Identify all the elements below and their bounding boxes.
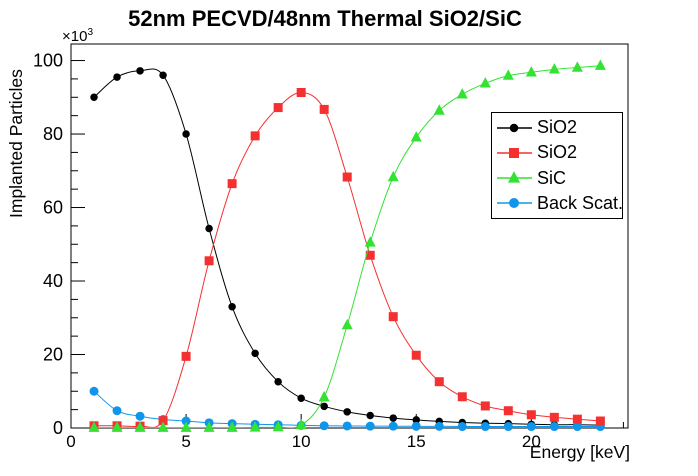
legend-marker-green-triangle-icon [497,171,532,183]
y-axis-multiplier-base: ×10 [62,28,88,45]
y-tick-label: 0 [53,418,63,438]
legend-item-sio2-red: SiO2 [492,141,622,165]
legend-marker-blue-circle-icon [497,198,532,209]
legend-label: SiO2 [537,142,578,163]
y-tick-label: 100 [33,51,63,71]
y-axis-multiplier: ×103 [62,27,93,45]
legend-label: Back Scat. [537,192,624,213]
x-tick-label: 0 [66,432,75,451]
legend-item-sio2-black: SiO2 [492,116,622,140]
legend-item-sic-green: SiC [492,166,622,190]
legend-marker-red-square-icon [497,147,532,158]
y-axis: 0 20 40 60 80 100 [33,51,85,438]
y-tick-label: 20 [43,345,63,365]
x-tick-label: 5 [181,432,190,451]
series-sic-2 [88,59,606,432]
legend-marker-black-circle-icon [497,123,532,132]
legend-label: SiC [537,167,567,188]
legend-label: SiO2 [537,117,578,138]
x-axis: 0 5 10 15 20 [66,414,624,451]
x-axis-title: Energy [keV] [529,442,630,462]
y-tick-label: 60 [43,198,63,218]
legend-item-backscat-blue: Back Scat. [492,191,624,215]
plot-title: 52nm PECVD/48nm Thermal SiO2/SiC [128,6,522,31]
x-tick-label: 20 [522,432,541,451]
y-tick-label: 40 [43,271,63,291]
x-tick-label: 15 [407,432,426,451]
y-tick-label: 80 [43,124,63,144]
plot-frame [70,43,629,429]
y-axis-multiplier-exponent: 3 [87,27,94,38]
legend-box: SiO2 SiO2 SiC Back Scat. [491,112,623,219]
x-tick-label: 10 [292,432,311,451]
